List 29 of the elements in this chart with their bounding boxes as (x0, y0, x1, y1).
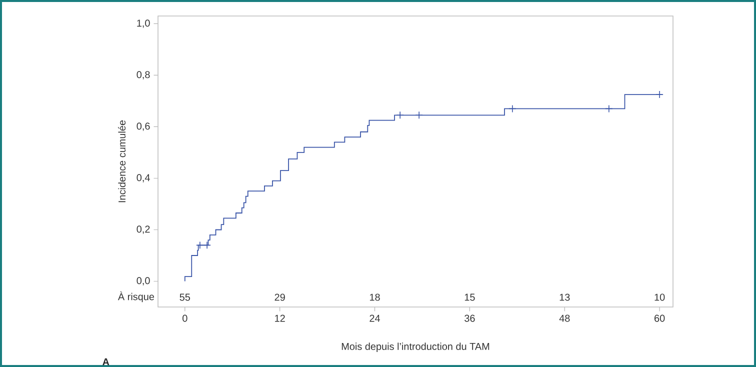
x-tick-label: 60 (654, 314, 665, 322)
point (605, 104, 613, 113)
y-tick-label: 0,2 (136, 226, 150, 234)
annotation: 55 (180, 294, 190, 301)
point (396, 111, 404, 120)
annotation: 29 (274, 294, 285, 301)
point (656, 90, 664, 98)
point (415, 111, 423, 120)
point (203, 241, 211, 250)
x-tick-label: 36 (464, 314, 475, 322)
x-tick-label: 48 (559, 314, 570, 322)
x-tick-label: 0 (182, 314, 188, 322)
annotation: 10 (654, 294, 665, 301)
x-axis-title: Mois depuis l’introduction du TAM (342, 342, 490, 352)
annotation: 15 (464, 294, 475, 301)
y-tick-label: 0,0 (136, 277, 150, 286)
x-tick-label: 12 (275, 314, 285, 322)
text: A (102, 358, 110, 366)
y-tick-label: 1,0 (137, 20, 150, 28)
annotation: 18 (370, 294, 380, 301)
y-axis-title: Incidence cumulée (118, 120, 126, 202)
text: À risque (118, 291, 154, 302)
y-tick-label: 0,6 (136, 122, 150, 131)
annotation: 13 (560, 294, 570, 301)
y-tick-label: 0,4 (136, 174, 150, 182)
point (196, 241, 204, 250)
x-tick-label: 24 (370, 314, 380, 322)
point (508, 104, 516, 113)
y-tick-label: 0,8 (136, 71, 150, 80)
